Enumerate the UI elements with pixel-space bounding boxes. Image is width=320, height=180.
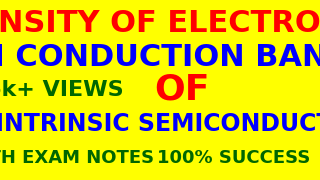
Text: DENSITY OF ELECTRONS: DENSITY OF ELECTRONS: [0, 9, 320, 38]
Text: 6k+ VIEWS: 6k+ VIEWS: [0, 80, 123, 100]
Text: OF: OF: [155, 73, 210, 107]
Text: IN CONDUCTION BAND: IN CONDUCTION BAND: [0, 43, 320, 72]
Text: WITH EXAM NOTES: WITH EXAM NOTES: [0, 149, 154, 167]
Text: AN INTRINSIC SEMICONDUCTOR: AN INTRINSIC SEMICONDUCTOR: [0, 112, 320, 136]
Text: 100% SUCCESS: 100% SUCCESS: [157, 149, 310, 167]
